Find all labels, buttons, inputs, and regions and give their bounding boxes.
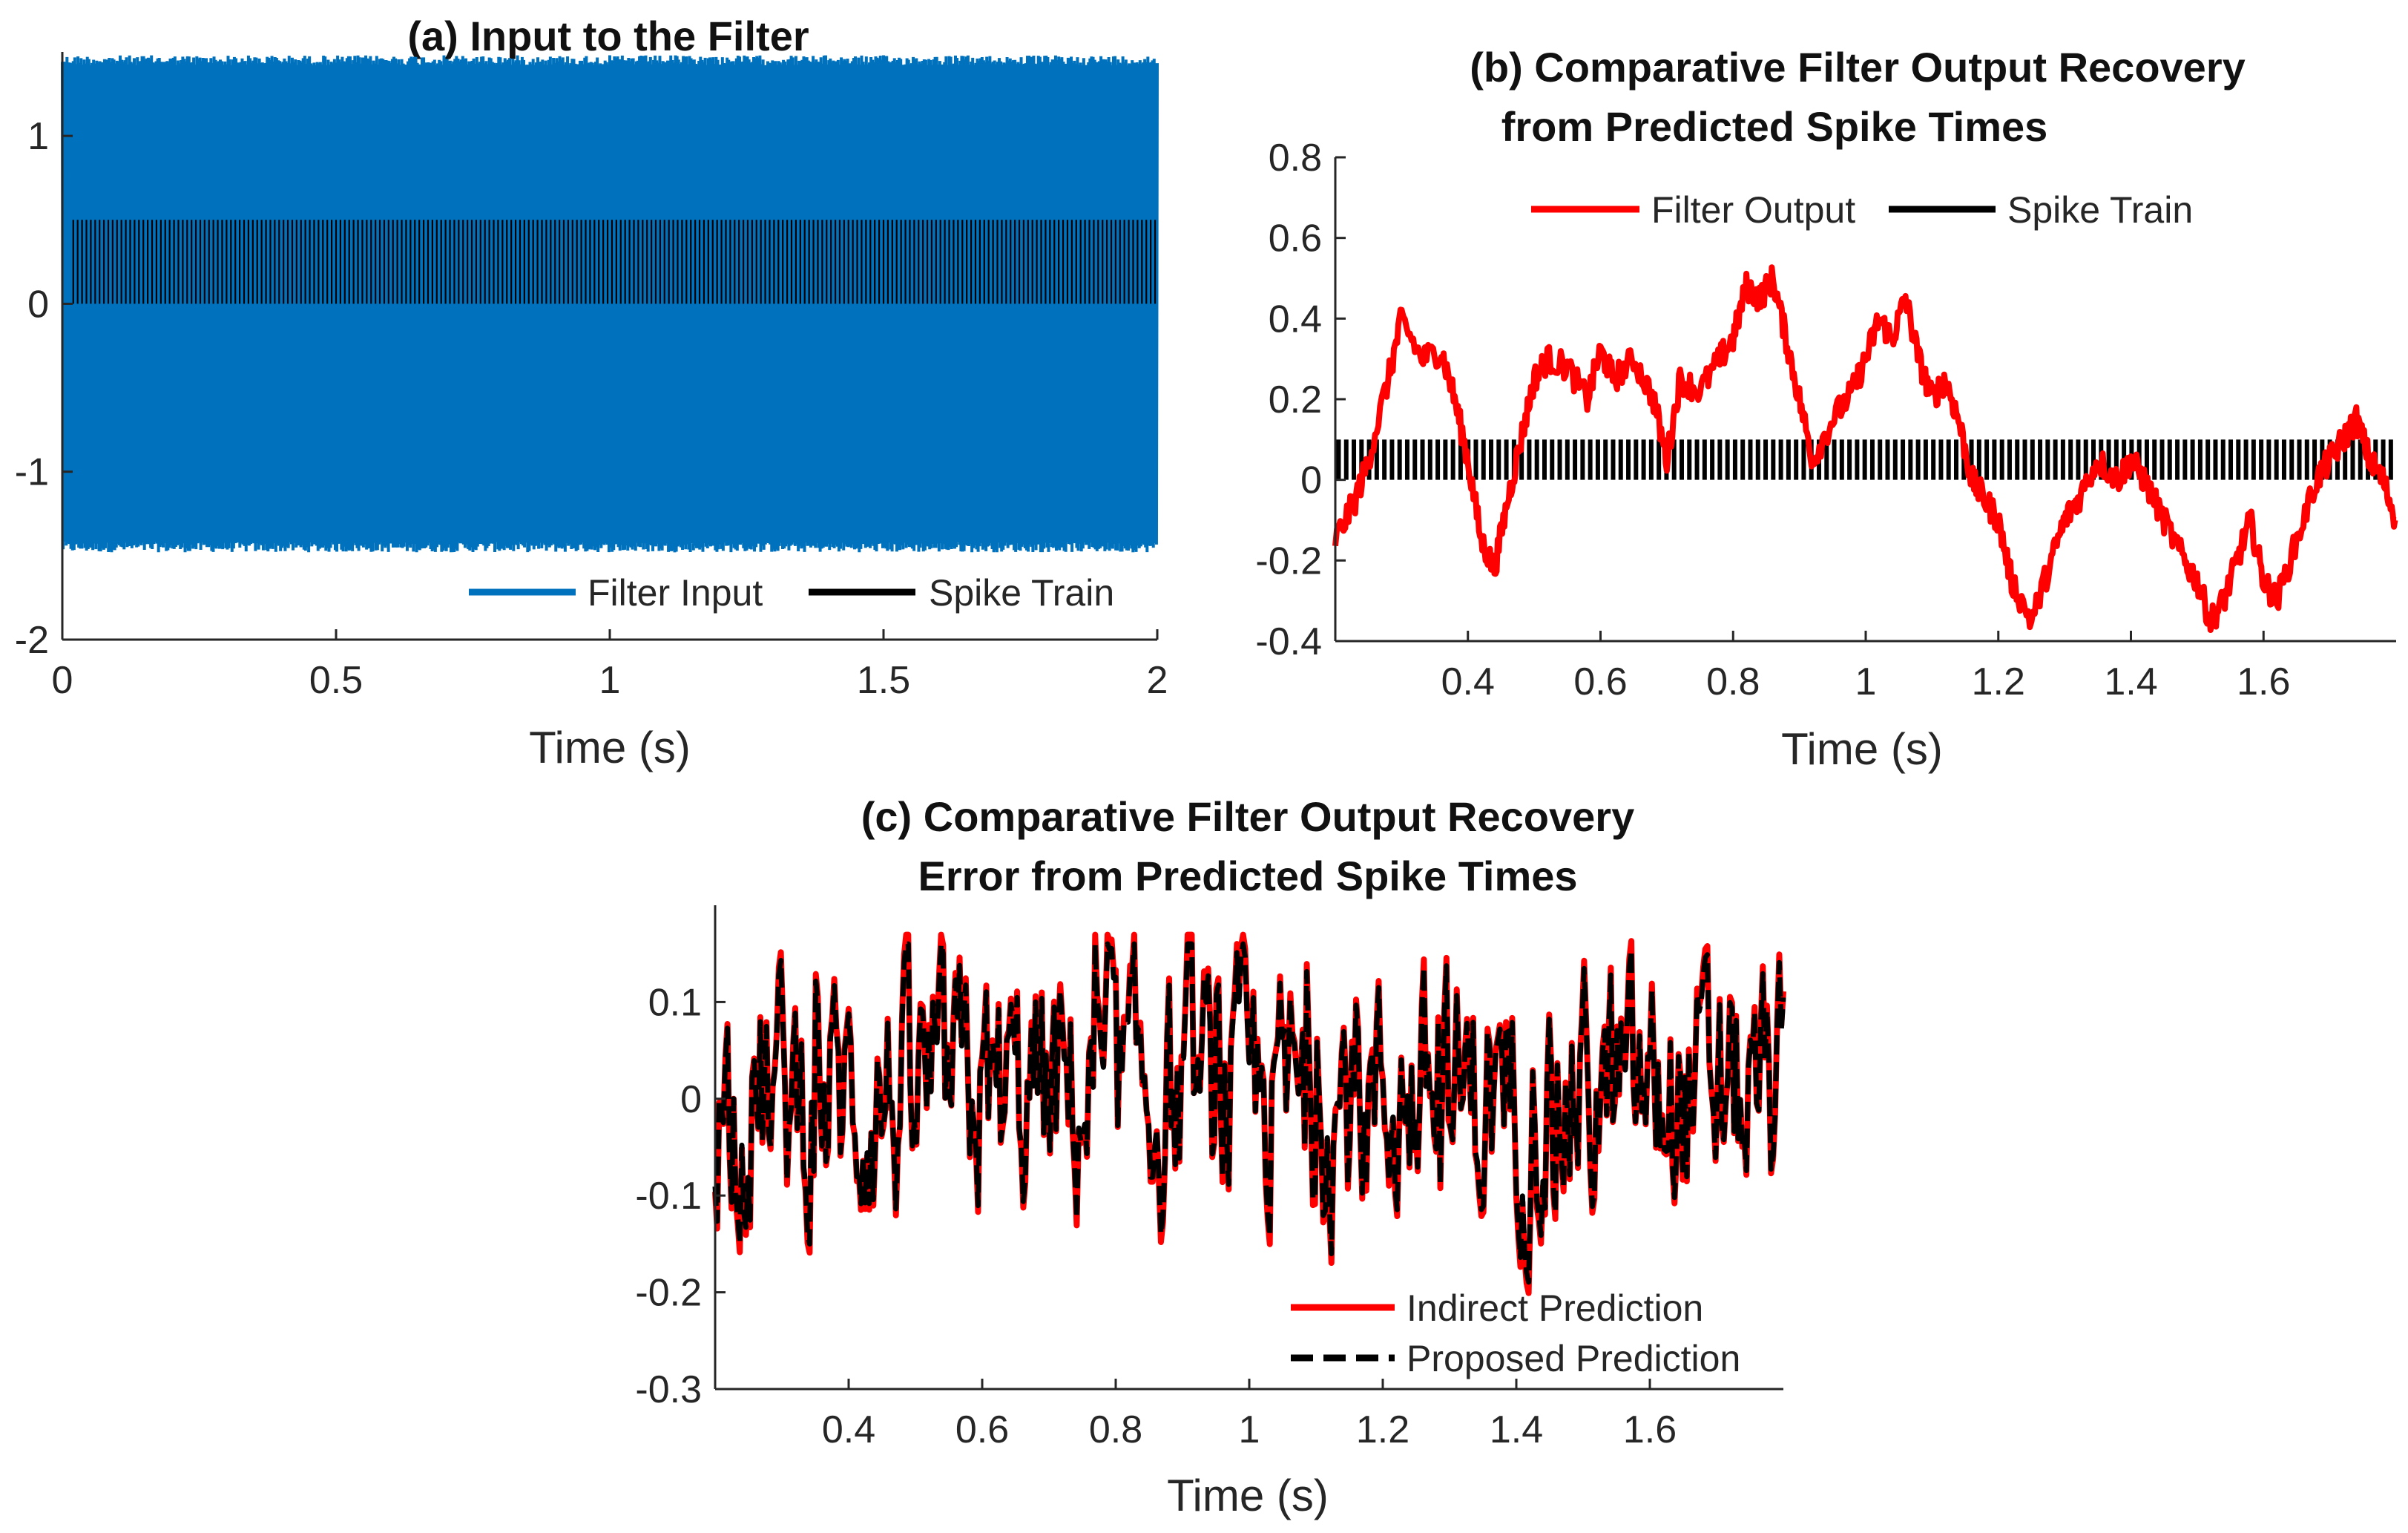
- panel-c-x-tick-label: 0.6: [955, 1408, 1009, 1451]
- panel-b-x-tick-label: 0.8: [1706, 660, 1760, 703]
- panel-b-x-tick-label: 1.2: [1972, 660, 2025, 703]
- panel-b-legend: Filter Output Spike Train: [1531, 189, 2193, 231]
- panel-c-plot-area: [712, 931, 1786, 1296]
- legend-label-spike-train: Spike Train: [929, 572, 1114, 614]
- panel-a-x-tick-label: 2: [1147, 659, 1168, 702]
- indirect-prediction-line: [712, 931, 1786, 1296]
- panel-c-x-axis-label: Time (s): [1167, 1471, 1329, 1520]
- panel-b-y-tick-label: -0.2: [1255, 539, 1322, 582]
- panel-a-x-tick-label: 1.5: [857, 659, 910, 702]
- panel-c-title: (c) Comparative Filter Output Recovery: [861, 793, 1634, 840]
- panel-a-ticks: 0 0.5 1 1.5 2 1 0 -1 -2: [15, 52, 1168, 702]
- panel-c-y-tick-label: -0.3: [635, 1368, 702, 1411]
- panel-b-subtitle: from Predicted Spike Times: [1501, 103, 2048, 150]
- spike-train-series-b: [1336, 439, 2393, 480]
- panel-c-legend: Indirect Prediction Proposed Prediction: [1291, 1287, 1740, 1379]
- panel-c-x-tick-label: 1: [1239, 1408, 1260, 1451]
- proposed-prediction-line: [712, 941, 1786, 1285]
- panel-b-x-tick-label: 1: [1855, 660, 1877, 703]
- panel-c-y-tick-label: -0.1: [635, 1175, 702, 1218]
- panel-a-title: (a) Input to the Filter: [407, 13, 809, 59]
- panel-b-x-tick-label: 1.6: [2237, 660, 2290, 703]
- spike-train-series-a: [72, 220, 1157, 304]
- panel-c-x-tick-label: 0.8: [1089, 1408, 1142, 1451]
- panel-b-y-tick-label: 0.8: [1269, 137, 1322, 180]
- panel-a: (a) Input to the Filter 0 0.5 1 1.5 210-1-2 …: [15, 13, 1168, 772]
- panel-b-y-tick-label: 0.2: [1269, 378, 1322, 421]
- panel-b: (b) Comparative Filter Output Recovery f…: [1255, 44, 2398, 774]
- panel-a-legend: Filter Input Spike Train: [469, 572, 1114, 614]
- panel-a-x-axis-label: Time (s): [529, 723, 691, 772]
- legend-label-proposed-prediction: Proposed Prediction: [1407, 1338, 1740, 1379]
- panel-b-x-axis-label: Time (s): [1781, 724, 1943, 774]
- panel-c-subtitle: Error from Predicted Spike Times: [918, 853, 1577, 899]
- panel-c-ticks: 0.4 0.6 0.8 1 1.2 1.4 1.6 0.1 0 -0.1 -0.2 -0.3: [635, 905, 1783, 1451]
- panel-b-y-tick-label: 0: [1300, 459, 1322, 502]
- panel-b-y-tick-label: 0.6: [1269, 217, 1322, 260]
- panel-c-y-tick-label: 0: [680, 1078, 702, 1121]
- legend-label-indirect-prediction: Indirect Prediction: [1407, 1287, 1703, 1329]
- panel-b-plot-area: [1332, 264, 2398, 633]
- panel-b-x-tick-label: 0.4: [1441, 660, 1495, 703]
- legend-label-filter-input: Filter Input: [588, 572, 763, 614]
- panel-a-x-tick-label: 0.5: [309, 659, 363, 702]
- legend-label-spike-train-b: Spike Train: [2007, 189, 2193, 231]
- panel-b-ticks: 0.4 0.6 0.8 1 1.2 1.4 1.6 0.8 0.6 0.4 0.2 0 -0.2 -0.4: [1255, 137, 2396, 703]
- panel-b-x-tick-label: 1.4: [2104, 660, 2157, 703]
- panel-c-x-tick-label: 1.4: [1490, 1408, 1543, 1451]
- panel-c-y-tick-label: -0.2: [635, 1272, 702, 1315]
- panel-a-y-tick-label: -2: [15, 619, 49, 662]
- panel-b-x-tick-label: 0.6: [1573, 660, 1627, 703]
- panel-a-y-tick-label: -1: [15, 451, 49, 494]
- filter-output-line: [1332, 264, 2398, 633]
- panel-c-x-tick-label: 1.6: [1623, 1408, 1677, 1451]
- panel-a-y-tick-label: 0: [27, 283, 49, 326]
- panel-a-y-tick-label: 1: [27, 115, 49, 158]
- panel-a-plot-area: [61, 55, 1159, 553]
- panel-c-x-tick-label: 0.4: [822, 1408, 875, 1451]
- panel-c-y-tick-label: 0.1: [648, 981, 702, 1024]
- panel-c-x-tick-label: 1.2: [1356, 1408, 1409, 1451]
- panel-b-title: (b) Comparative Filter Output Recovery: [1470, 44, 2246, 91]
- legend-label-filter-output: Filter Output: [1651, 189, 1855, 231]
- panel-b-y-tick-label: 0.4: [1269, 298, 1322, 341]
- panel-a-x-tick-label: 1: [599, 659, 621, 702]
- panel-a-x-tick-label: 0: [52, 659, 73, 702]
- panel-b-y-tick-label: -0.4: [1255, 620, 1322, 663]
- filter-input-line: [61, 55, 1159, 553]
- panel-c: (c) Comparative Filter Output Recovery E…: [635, 793, 1786, 1520]
